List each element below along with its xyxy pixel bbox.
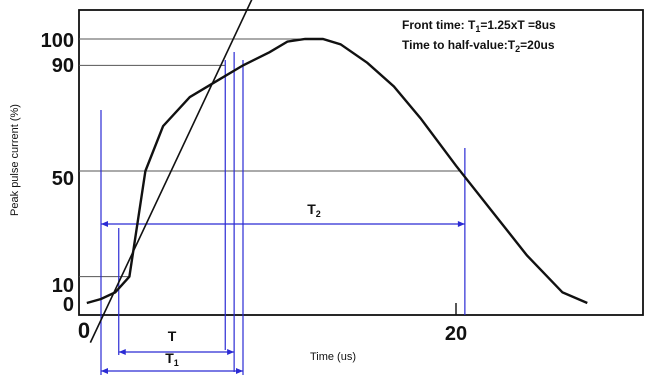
interval-arrowhead-right-0 [227,349,235,355]
interval-label-0: T [168,328,177,344]
x-axis-label: Time (us) [310,351,356,363]
x-tick-20: 20 [445,323,467,345]
interval-label-2: T2 [307,201,321,219]
y-tick-10: 10 [52,275,74,297]
y-tick-100: 100 [41,30,74,52]
interval-arrowhead-right-1 [236,368,243,374]
plot-frame [78,9,644,316]
interval-arrowhead-left-1 [101,368,108,374]
y-tick-50: 50 [52,168,74,190]
interval-arrowhead-right-2 [457,221,465,227]
level-lines [79,38,462,278]
front-time-line [89,0,253,343]
y-tick-labels: 010 50 90 100 [41,30,74,316]
annotation-1: Time to half-value:T2=20us [402,38,555,54]
interval-labels: T T1 T2 [165,201,321,368]
annotation-0: Front time: T1=1.25xT =8us [402,18,556,34]
y-tick-90: 90 [52,55,74,77]
guide-lines [100,52,466,375]
interval-arrowhead-left-2 [101,221,108,227]
x-tick-0: 0 [78,318,90,343]
interval-arrowhead-left-0 [118,349,126,355]
annotations: Front time: T1=1.25xT =8us Time to half-v… [402,18,556,54]
x-tick-labels: 0 20 [78,318,467,345]
pulse-current-curve [86,37,588,305]
y-tick-0: 0 [63,294,74,316]
interval-label-1: T1 [165,350,179,368]
y-axis-label: Peak pulse current (%) [9,104,21,216]
